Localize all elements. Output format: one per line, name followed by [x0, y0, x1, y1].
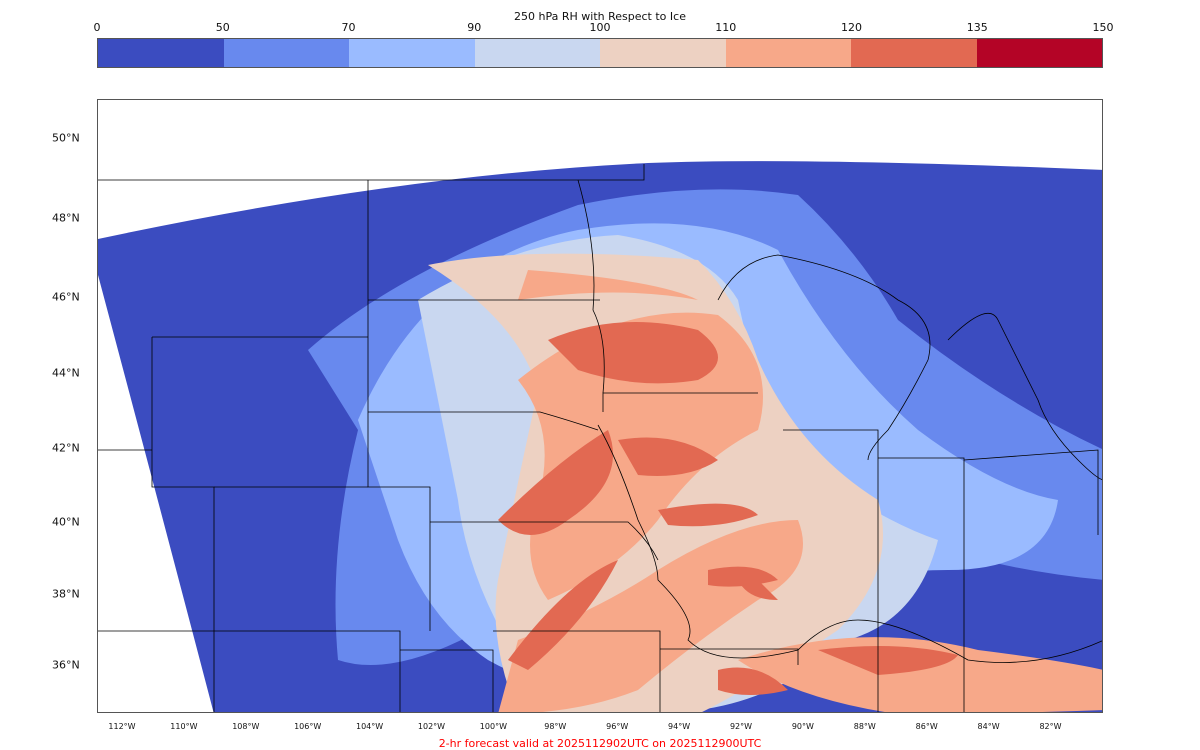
latitude-label: 48°N — [52, 211, 80, 225]
colorbar — [97, 38, 1103, 68]
colorbar-tick-label: 150 — [1092, 21, 1114, 34]
latitude-label: 46°N — [52, 290, 80, 304]
colorbar-segment — [474, 39, 600, 67]
colorbar-segment — [725, 39, 851, 67]
colorbar-tick-label: 0 — [93, 21, 101, 34]
colorbar-segment — [349, 39, 475, 67]
boundary-line — [493, 630, 661, 712]
latitude-label: 36°N — [52, 658, 80, 672]
map-plot — [97, 99, 1103, 713]
colorbar-segment — [976, 39, 1102, 67]
boundary-line — [797, 619, 1102, 663]
longitude-label: 98°W — [544, 722, 567, 731]
boundary-line — [151, 337, 215, 712]
longitude-label: 94°W — [668, 722, 691, 731]
boundary-line — [98, 164, 645, 181]
longitude-label: 82°W — [1039, 722, 1062, 731]
boundary-line — [98, 630, 401, 712]
colorbar-segment — [98, 39, 224, 67]
longitude-label: 96°W — [606, 722, 629, 731]
latitude-label: 40°N — [52, 515, 80, 529]
boundary-line — [878, 457, 965, 712]
colorbar-segment — [223, 39, 349, 67]
longitude-label: 84°W — [977, 722, 1000, 731]
colorbar-tick-label: 90 — [467, 21, 482, 34]
longitude-label: 88°W — [853, 722, 876, 731]
longitude-label: 102°W — [417, 722, 446, 731]
colorbar-tick-label: 135 — [966, 21, 988, 34]
longitude-label: 112°W — [108, 722, 136, 731]
latitude-label: 44°N — [52, 366, 80, 380]
longitude-label: 86°W — [915, 722, 938, 731]
forecast-caption: 2-hr forecast valid at 2025112902UTC on … — [438, 737, 762, 750]
colorbar-tick-label: 120 — [841, 21, 862, 34]
longitude-label: 104°W — [356, 722, 384, 731]
colorbar-tick-label: 100 — [589, 21, 611, 34]
rh-contour-map — [98, 161, 1102, 712]
boundary-line — [430, 521, 659, 561]
colorbar-tick-label: 110 — [715, 21, 737, 34]
longitude-label: 100°W — [479, 722, 507, 731]
longitude-label: 92°W — [729, 722, 753, 731]
longitude-label: 90°W — [791, 722, 814, 731]
boundary-line — [577, 179, 605, 394]
rh-band-120-135 — [498, 322, 958, 695]
latitude-label: 42°N — [52, 441, 80, 455]
boundary-line — [717, 254, 931, 461]
longitude-label: 108°W — [232, 722, 260, 731]
boundary-line — [947, 312, 1102, 481]
boundary-line — [367, 180, 431, 631]
longitude-label: 106°W — [294, 722, 322, 731]
boundary-line — [597, 424, 799, 659]
boundary-line — [368, 411, 599, 431]
colorbar-tick-label: 50 — [215, 21, 230, 34]
boundary-line — [783, 429, 879, 712]
boundary-line — [963, 449, 1099, 535]
latitude-label: 38°N — [52, 587, 80, 601]
colorbar-segment — [851, 39, 977, 67]
boundary-line — [660, 648, 799, 665]
colorbar-segment — [600, 39, 726, 67]
colorbar-tick-label: 70 — [341, 21, 356, 34]
boundary-line — [400, 649, 494, 712]
longitude-label: 110°W — [170, 722, 198, 731]
colorbar-title: 250 hPa RH with Respect to Ice — [514, 10, 686, 23]
latitude-label: 50°N — [52, 131, 80, 145]
